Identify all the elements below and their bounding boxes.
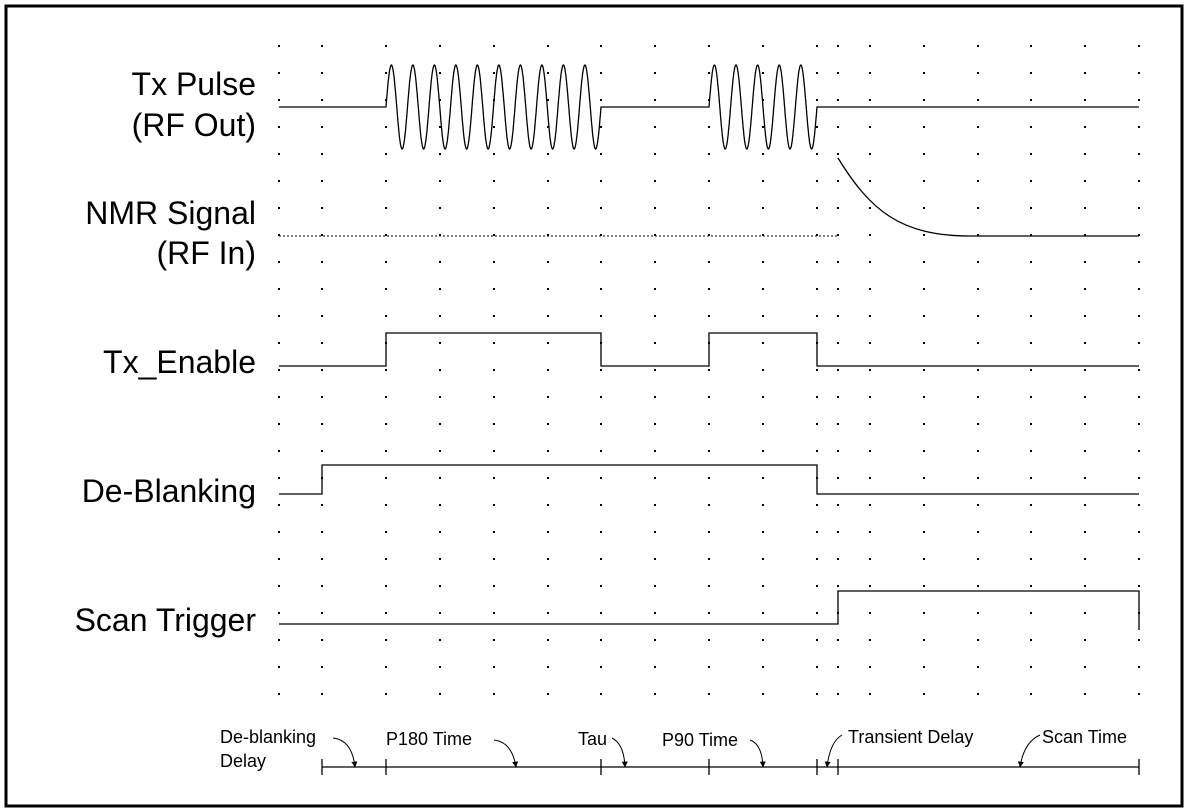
interval-label: Transient Delay (848, 727, 973, 747)
interval-label: De-blanking (220, 727, 316, 747)
tx-pulse-wave (279, 64, 1139, 150)
frame (4, 4, 1184, 808)
timeline (321, 759, 1140, 775)
scan-trigger-wave (279, 590, 1140, 630)
signal-label: (RF In) (156, 235, 256, 271)
interval-label: Tau (578, 729, 607, 749)
grid (278, 45, 1140, 705)
interval-label: Delay (220, 751, 266, 771)
signal-label: Tx Pulse (132, 66, 256, 102)
tx-enable-wave (279, 332, 1139, 367)
arrows (332, 734, 1041, 768)
signal-label: NMR Signal (85, 195, 256, 231)
interval-label: Scan Time (1042, 727, 1127, 747)
signal-label: De-Blanking (82, 473, 256, 509)
interval-label: P90 Time (662, 730, 738, 750)
nmr-decay (837, 157, 1139, 237)
signal-label: (RF Out) (132, 107, 256, 143)
signal-label: Scan Trigger (75, 602, 257, 638)
interval-label: P180 Time (386, 729, 472, 749)
deblanking-wave (279, 464, 1139, 495)
signal-label: Tx_Enable (103, 344, 256, 380)
